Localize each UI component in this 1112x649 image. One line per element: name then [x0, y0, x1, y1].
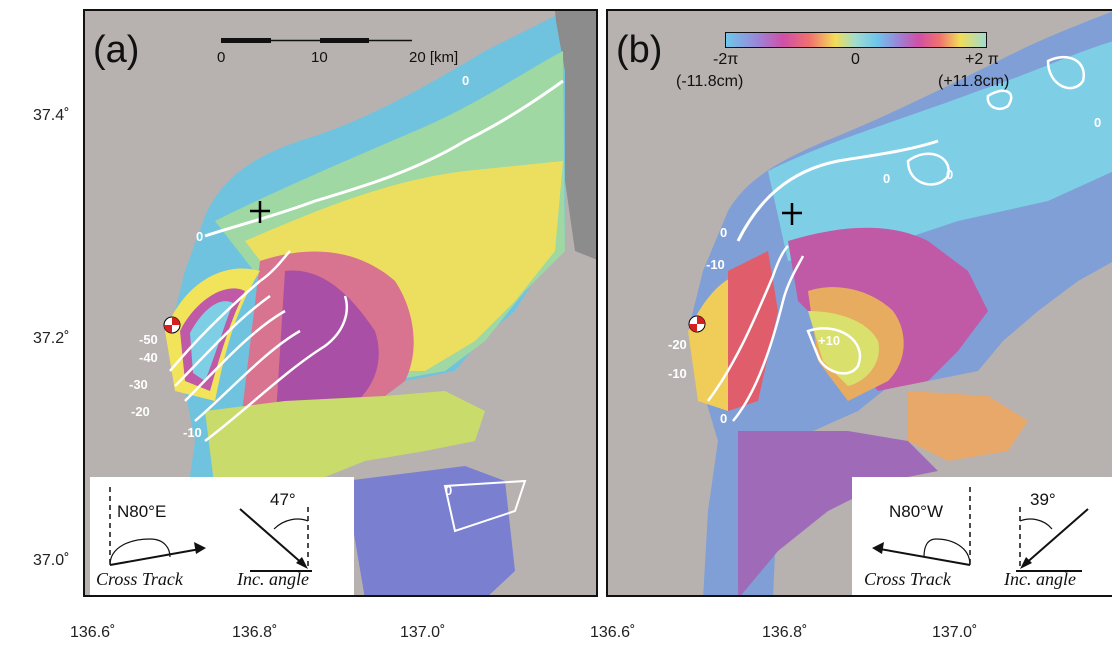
contour-small-loop-2: [906, 152, 950, 186]
focal-mechanism-quadrant-2: [689, 324, 697, 332]
focal-mechanism-quadrant: [697, 316, 705, 324]
contour-label-a-minus20: -20: [131, 404, 150, 419]
contour-small-loop-1: [986, 89, 1013, 111]
scale-label-20: 20 [km]: [409, 49, 459, 66]
panel-b-map: (b) -2π 0 +2 π (-11.8cm) (+11.8cm) 0 -10…: [606, 9, 1112, 597]
contour-label-a-minus50: -50: [139, 332, 158, 347]
scale-label-10: 10: [311, 49, 328, 66]
contour-label-a-minus40: -40: [139, 350, 158, 365]
colorbar-label-center: 0: [851, 51, 860, 68]
contour-label-b-0-south: 0: [720, 411, 728, 426]
inset-a-graphic: [109, 487, 312, 572]
contour-label-a-0-south: 0: [445, 483, 453, 498]
contour-label-b-0-ne: 0: [1094, 115, 1102, 130]
south-peninsula: [345, 466, 515, 595]
scale-label-0: 0: [217, 49, 226, 66]
contour-label-a-minus10: -10: [183, 425, 202, 440]
inset-a-caption-inc-angle: Inc. angle: [237, 569, 309, 589]
panel-b-geometry-inset: N80°W 39° Cross Track Inc. angle: [852, 477, 1112, 595]
topography-patch: [555, 11, 596, 260]
contour-minus10-b: [706, 245, 789, 402]
lon-label-b-137-0: 137.0˚: [932, 624, 978, 641]
contour-label-a-0-left: 0: [196, 229, 204, 244]
lon-label-a-136-6: 136.6˚: [70, 624, 116, 641]
contour-zero-b: [736, 139, 939, 242]
inset-a-azimuth: N80°E: [117, 502, 167, 521]
phase-colorbar: [725, 32, 987, 48]
focal-mechanism-quadrant-2: [164, 325, 172, 333]
panel-a-interferogram: [85, 11, 596, 595]
contour-ring-20: [194, 329, 301, 422]
inset-b-caption-inc-angle: Inc. angle: [1004, 569, 1076, 589]
scale-bar-graphic: [221, 38, 412, 43]
south-area: [738, 431, 938, 595]
contour-label-a-minus30: -30: [129, 377, 148, 392]
contour-label-b-0-left: 0: [720, 225, 728, 240]
inset-a-caption-cross-track: Cross Track: [96, 569, 183, 589]
lon-label-a-137-0: 137.0˚: [400, 624, 446, 641]
contour-label-b-minus20: -20: [668, 337, 687, 352]
inset-a-angle: 47°: [270, 490, 296, 509]
inset-b-graphic: [872, 487, 1089, 572]
contour-label-b-0-mid: 0: [883, 171, 891, 186]
fringe-yellow: [808, 311, 879, 386]
contour-plus10-b: [806, 327, 862, 375]
contour-label-b-0-east: 0: [946, 167, 954, 182]
inset-b-caption-cross-track: Cross Track: [864, 569, 951, 589]
contour-label-b-plus10: +10: [818, 333, 841, 348]
panel-b-letter: (b): [616, 29, 663, 71]
fringe-cyan: [768, 41, 1112, 261]
contour-label-a-0-top: 0: [462, 73, 470, 88]
lat-label-37-2: 37.2˚: [33, 330, 70, 347]
contour-zero-south: [443, 479, 527, 533]
contour-minus10-b-2: [732, 255, 805, 422]
scale-bar: 0 10 20 [km]: [217, 36, 458, 66]
lat-label-37-0: 37.0˚: [33, 552, 70, 569]
panel-a-letter: (a): [93, 29, 140, 71]
lon-label-b-136-8: 136.8˚: [762, 624, 808, 641]
colorbar-sublabel-left: (-11.8cm): [676, 73, 744, 90]
inset-b-angle: 39°: [1030, 490, 1056, 509]
panel-a-map: (a) 0 10 20 [km] 0 0 -50 -40 -30 -20 -10…: [83, 9, 598, 597]
contour-ring-10: [204, 295, 349, 442]
panel-a-geometry-inset: N80°E 47° Cross Track Inc. angle: [90, 477, 354, 595]
contour-label-b-minus10: -10: [706, 257, 725, 272]
colorbar-sublabel-right: (+11.8cm): [938, 73, 1010, 90]
south-island: [908, 391, 1028, 461]
contour-ring-30: [184, 309, 286, 402]
colorbar-label-right: +2 π: [965, 51, 999, 68]
inset-b-azimuth: N80°W: [889, 502, 944, 521]
lon-label-b-136-6: 136.6˚: [590, 624, 636, 641]
contour-ring-40: [174, 294, 271, 387]
contour-small-loop-3: [1046, 55, 1086, 90]
contour-label-b-minus10-lower: -10: [668, 366, 687, 381]
contour-ring-50: [169, 250, 291, 372]
colorbar-label-left: -2π: [713, 51, 739, 68]
lat-label-37-4: 37.4˚: [33, 107, 70, 124]
focal-mechanism-quadrant: [172, 317, 180, 325]
lon-label-a-136-8: 136.8˚: [232, 624, 278, 641]
